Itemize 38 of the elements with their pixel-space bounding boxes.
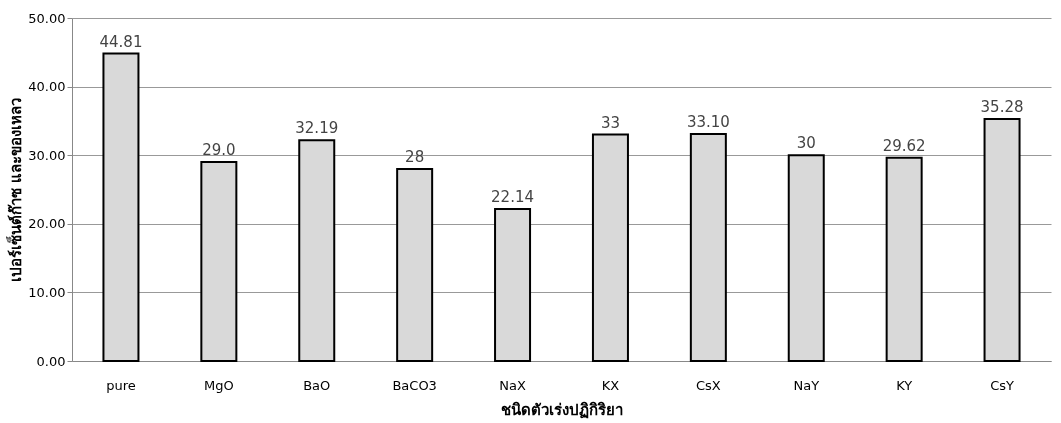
data-label: 30 — [796, 134, 816, 153]
bar — [885, 156, 923, 362]
x-tick-label: CsX — [695, 377, 721, 393]
y-axis-title: เปอร์เซ็นต์ก๊าซ และของเหลว — [6, 97, 26, 283]
x-tick-label: BaCO3 — [392, 377, 437, 393]
bar — [200, 161, 238, 362]
data-label: 35.28 — [980, 97, 1024, 116]
bar — [494, 208, 532, 362]
x-tick-label: NaY — [793, 377, 820, 393]
y-tick-label: 30.00 — [28, 147, 66, 163]
bar — [983, 117, 1021, 362]
bar — [396, 167, 434, 362]
x-tick-label: BaO — [303, 377, 331, 393]
data-label: 22.14 — [491, 188, 535, 207]
y-tick-label: 0.00 — [36, 353, 66, 369]
bar — [591, 133, 629, 362]
data-label: 29.62 — [882, 136, 926, 155]
x-tick-label: KX — [601, 377, 620, 393]
x-axis-title: ชนิดตัวเร่งปฏิกิริยา — [501, 400, 623, 419]
y-tick-label: 20.00 — [28, 216, 66, 232]
x-tick-label: pure — [106, 377, 136, 393]
y-tick-label: 10.00 — [28, 284, 66, 300]
data-label: 28 — [405, 147, 425, 166]
data-label: 33.10 — [686, 112, 730, 131]
data-label: 44.81 — [99, 32, 143, 51]
bar — [102, 52, 140, 362]
bar — [298, 139, 336, 362]
x-tick-label: MgO — [204, 377, 234, 393]
x-tick-label: CsY — [990, 377, 1014, 393]
x-tick-label: KY — [896, 377, 913, 393]
data-label: 33 — [600, 113, 620, 132]
y-tick-label: 40.00 — [28, 79, 66, 95]
y-tick-label: 50.00 — [28, 10, 66, 26]
bar — [787, 154, 825, 362]
data-label: 32.19 — [295, 119, 339, 138]
data-label: 29.0 — [202, 141, 236, 160]
bar — [689, 132, 727, 362]
x-tick-label: NaX — [499, 377, 526, 393]
